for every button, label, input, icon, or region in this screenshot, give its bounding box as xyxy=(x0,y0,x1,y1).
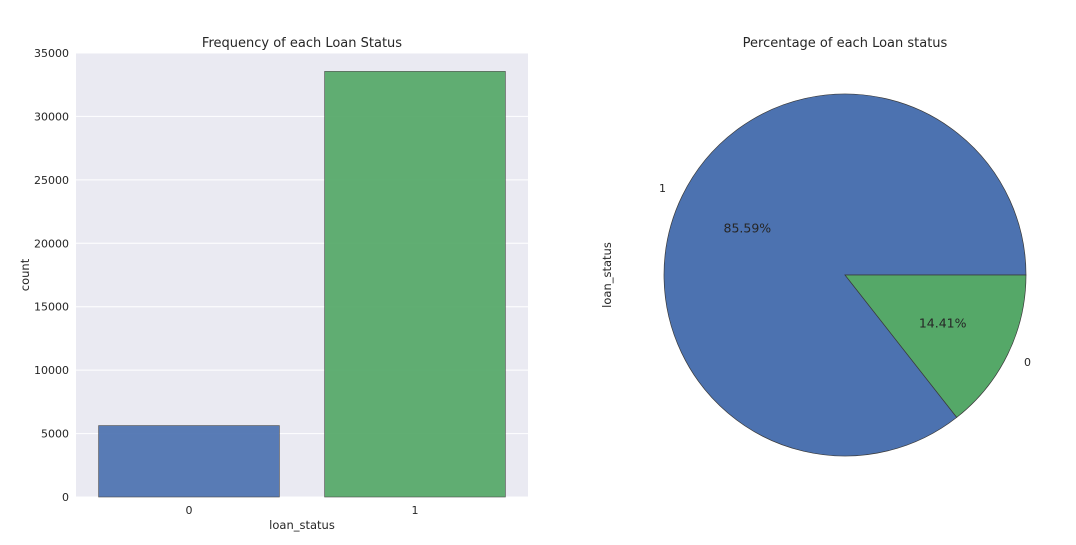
bar-y-tick-labels: 0 5000 10000 15000 20000 25000 30000 35000 xyxy=(34,47,69,504)
bar-x-axis-label: loan_status xyxy=(269,518,335,532)
bar-chart: Frequency of each Loan Status 0 5000 10000… xyxy=(18,36,528,532)
bar xyxy=(98,425,280,498)
bars xyxy=(98,71,506,498)
bar-y-axis-label: count xyxy=(18,258,32,291)
x-tick-label: 0 xyxy=(186,504,193,517)
y-tick-label: 0 xyxy=(62,491,69,504)
y-tick-label: 10000 xyxy=(34,364,69,377)
bar-chart-title: Frequency of each Loan Status xyxy=(202,36,402,51)
pie-labels: 1 85.59% 0 14.41% xyxy=(659,182,1031,369)
pie-slices xyxy=(663,93,1027,457)
pie-category-label: 1 xyxy=(659,182,666,195)
y-tick-label: 20000 xyxy=(34,237,69,250)
pie-percent-label: 14.41% xyxy=(919,316,967,331)
pie-chart: Percentage of each Loan status loan_stat… xyxy=(600,36,1031,457)
x-tick-label: 1 xyxy=(412,504,419,517)
pie-category-label: 0 xyxy=(1024,356,1031,369)
y-tick-label: 30000 xyxy=(34,110,69,123)
y-tick-label: 15000 xyxy=(34,301,69,314)
pie-percent-label: 85.59% xyxy=(724,220,772,235)
pie-y-axis-label: loan_status xyxy=(600,242,614,308)
pie-slice xyxy=(844,274,1027,418)
pie-chart-title: Percentage of each Loan status xyxy=(743,36,948,51)
y-tick-label: 5000 xyxy=(41,428,69,441)
bar xyxy=(324,71,506,498)
y-tick-label: 25000 xyxy=(34,174,69,187)
y-tick-label: 35000 xyxy=(34,47,69,60)
